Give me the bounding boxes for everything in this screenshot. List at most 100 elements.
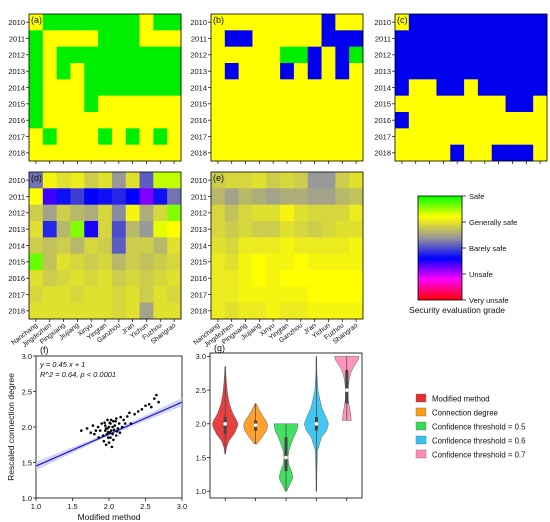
heatmap-cell (224, 237, 240, 255)
heatmap-cell (252, 172, 267, 189)
heatmap-cell (42, 270, 58, 287)
heatmap-cell (111, 237, 127, 255)
scatter-point (97, 436, 101, 439)
heatmap-cell (321, 63, 336, 80)
heatmap-cell (464, 128, 479, 146)
heatmap-cell (293, 302, 309, 320)
heatmap-cell (349, 144, 364, 162)
heatmap-cell (450, 46, 465, 64)
panel-label: (b) (213, 15, 224, 25)
y-tick-label: 1.0 (196, 487, 206, 496)
heatmap-cell (464, 30, 479, 48)
heatmap-cell (70, 30, 85, 48)
heatmap-cell (464, 63, 479, 80)
heatmap-cell (349, 188, 364, 206)
heatmap-cell (505, 144, 520, 162)
heatmap-cell (321, 79, 336, 97)
heatmap-cell (224, 221, 240, 238)
heatmap-cell (98, 237, 113, 255)
heatmap-cell (408, 14, 424, 31)
heatmap-cell (139, 172, 154, 189)
heatmap-cell (477, 79, 493, 97)
heatmap-cell (266, 172, 281, 189)
violin-median (345, 388, 349, 392)
heatmap-cell (422, 30, 437, 48)
heatmap-cell (111, 128, 127, 146)
legend-label: Confidence threshold = 0.6 (432, 437, 525, 446)
scatter-point (104, 443, 108, 447)
heatmap-cell (84, 30, 99, 48)
scatter-point (85, 427, 89, 430)
heatmap-cell (307, 95, 322, 113)
heatmap-cell (70, 14, 85, 31)
violin-median (314, 422, 319, 426)
heatmap-cell (111, 46, 127, 64)
scatter-point (123, 422, 127, 425)
heatmap-cell (252, 46, 267, 64)
heatmap-cell (125, 128, 140, 146)
heatmap-cell (252, 144, 267, 162)
heatmap-cell (211, 79, 226, 97)
heatmap-cell (29, 188, 44, 206)
heatmap-cell (70, 46, 85, 64)
heatmap-cell (505, 63, 520, 80)
heatmap-cell (153, 79, 168, 97)
heatmap-cell (153, 128, 168, 146)
heatmap-cell (266, 253, 281, 271)
heatmap-cell (335, 221, 350, 238)
heatmap-cell (211, 237, 226, 255)
heatmap-cell (505, 95, 520, 113)
violin-iqr (345, 369, 349, 404)
legend-swatch (415, 435, 427, 445)
heatmap-cell (533, 63, 548, 80)
heatmap-cell (98, 144, 113, 162)
heatmap-cell (111, 30, 127, 48)
heatmap-cell (519, 46, 534, 64)
heatmap-cell (349, 112, 364, 129)
heatmap-cell (70, 79, 85, 97)
heatmap-cell (477, 144, 493, 162)
heatmap-cell (56, 79, 71, 97)
heatmap-cell (395, 112, 410, 129)
colorbar-label: Generally safe (469, 218, 517, 227)
heatmap-cell (335, 144, 350, 162)
heatmap-cell (450, 128, 465, 146)
heatmap-cell (408, 79, 424, 97)
heatmap-cell (211, 302, 226, 320)
heatmap-cell (422, 14, 437, 31)
scatter-point (80, 429, 83, 432)
heatmap-cell (238, 188, 253, 206)
panel-label: (d) (31, 173, 42, 183)
scatter-point (115, 430, 119, 433)
fit-statistics: R^2 = 0.64, p < 0.0001 (40, 370, 116, 379)
y-tick-label: 2014 (8, 241, 25, 250)
heatmap-cell (293, 46, 309, 64)
heatmap-cell (70, 286, 85, 304)
heatmap-cell (56, 63, 71, 80)
heatmap-cell (56, 188, 71, 206)
heatmap-cell (224, 172, 240, 189)
heatmap-cell (422, 79, 437, 97)
heatmap-cell (139, 30, 154, 48)
scatter-point (117, 422, 121, 425)
heatmap-cell (70, 144, 85, 162)
heatmap-cell (84, 286, 99, 304)
heatmap-cell (252, 204, 267, 222)
heatmap-cell (238, 128, 253, 146)
heatmap-cell (450, 30, 465, 48)
heatmap-cell (224, 302, 240, 320)
colorbar: Safe Generally safe Barely safe Unsafe Very … (409, 192, 517, 315)
heatmap-cell (436, 144, 451, 162)
heatmap-cell (153, 144, 168, 162)
heatmap-cell (111, 144, 127, 162)
heatmap-cell (56, 128, 71, 146)
heatmap-cell (266, 286, 281, 304)
heatmap-cell (70, 112, 85, 129)
heatmap-cell (293, 237, 309, 255)
heatmap-cell (84, 79, 99, 97)
heatmap-cell (84, 204, 99, 222)
y-tick-label: 2011 (9, 192, 25, 201)
heatmap-cell (167, 270, 182, 287)
legend-label: Confidence threshold = 0.7 (432, 451, 525, 460)
